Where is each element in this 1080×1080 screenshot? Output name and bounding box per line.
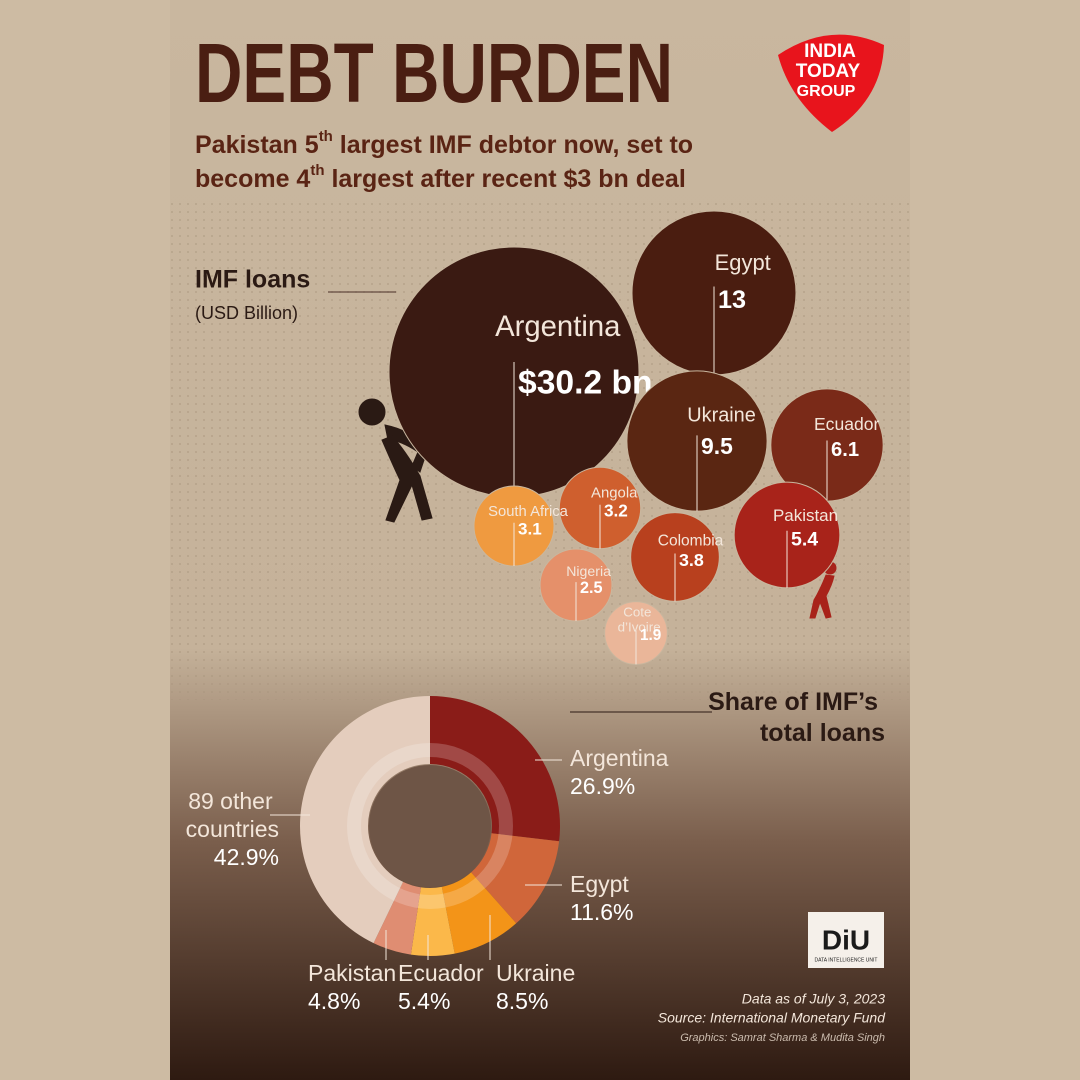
footer-source: Source: International Monetary Fund: [658, 1010, 886, 1026]
donut-value: 4.8%: [308, 988, 360, 1014]
donut-segment: [299, 696, 430, 944]
donut-value: 26.9%: [570, 773, 635, 799]
diu-subtext: DATA INTELLIGENCE UNIT: [815, 957, 878, 963]
donut-segment: [441, 872, 517, 954]
subtitle-line: Pakistan 5th largest IMF debtor now, set…: [195, 128, 693, 159]
donut-segment: [410, 886, 455, 956]
bubble-value: 3.2: [604, 501, 628, 521]
donut-value: 42.9%: [214, 844, 279, 870]
donut-label: Ukraine: [496, 960, 575, 986]
bubble-label: Ukraine: [687, 405, 756, 427]
inner-ring: [347, 743, 513, 909]
bubble-label: Ecuador: [814, 414, 880, 434]
person-body: [381, 435, 433, 523]
subtitle-line: become 4th largest after recent $3 bn de…: [195, 162, 686, 193]
chart-subtitle: (USD Billion): [195, 303, 298, 323]
subtitle-text: become 4: [195, 165, 310, 193]
bubble-label: Pakistan: [773, 506, 838, 525]
bubble-value: 1.9: [640, 627, 661, 644]
donut-segment: [471, 833, 560, 924]
bubble-value: 6.1: [831, 439, 859, 461]
donut-label: Ecuador: [398, 960, 484, 986]
donut-value: 8.5%: [496, 988, 548, 1014]
bubble-label: Argentina: [495, 311, 621, 343]
bubble-label: Angola: [591, 486, 638, 502]
person-body: [809, 574, 835, 619]
donut-label: 89 other countries: [186, 788, 279, 842]
logo-text: TODAY: [796, 61, 861, 82]
superscript: th: [310, 162, 324, 179]
bubble-label: South Africa: [488, 504, 569, 520]
diu-logo: [808, 912, 884, 968]
donut-hole: [369, 765, 491, 887]
logo-text: INDIA: [804, 41, 856, 62]
bubble-value: $30.2 bn: [518, 364, 653, 401]
bubble-value: 9.5: [701, 433, 733, 459]
donut-label: Argentina: [570, 745, 669, 771]
bubble-value: 3.1: [518, 520, 542, 539]
bubble-label: Nigeria: [566, 563, 611, 579]
donut-value: 5.4%: [398, 988, 450, 1014]
superscript: th: [319, 128, 333, 145]
donut-segment: [430, 696, 561, 842]
donut-label: Egypt: [570, 871, 629, 897]
person-head: [358, 398, 386, 426]
logo-shape: [778, 34, 884, 132]
donut-value: 11.6%: [570, 899, 634, 925]
title: DEBT BURDEN: [195, 26, 673, 120]
logo-text: GROUP: [797, 83, 856, 100]
subtitle-text: largest after recent $3 bn deal: [325, 165, 686, 193]
donut-segment: [373, 881, 421, 955]
bubble-label: Egypt: [715, 250, 771, 275]
diu-text: DiU: [822, 924, 870, 955]
bubble-value: 13: [718, 286, 746, 314]
donut-label: Pakistan: [308, 960, 396, 986]
chart-title: IMF loans: [195, 266, 310, 294]
subtitle-text: largest IMF debtor now, set to: [333, 131, 693, 159]
subtitle-text: Pakistan 5: [195, 131, 319, 159]
chart-title: Share of IMF’s total loans: [708, 688, 885, 747]
footer-date: Data as of July 3, 2023: [742, 991, 885, 1007]
footer: DiU DATA INTELLIGENCE UNIT Data as of July…: [658, 912, 886, 1044]
bubble-label: Colombia: [658, 533, 724, 550]
bubble-value: 3.8: [679, 550, 704, 570]
footer-credit: Graphics: Samrat Sharma & Mudita Singh: [680, 1032, 885, 1044]
person-large: [358, 398, 433, 523]
bubble-label: Cote d’Ivoire: [618, 604, 661, 634]
subtitle: Pakistan 5th largest IMF debtor now, set…: [195, 128, 693, 193]
bubble-value: 5.4: [791, 528, 818, 550]
bubble-value: 2.5: [580, 579, 603, 597]
